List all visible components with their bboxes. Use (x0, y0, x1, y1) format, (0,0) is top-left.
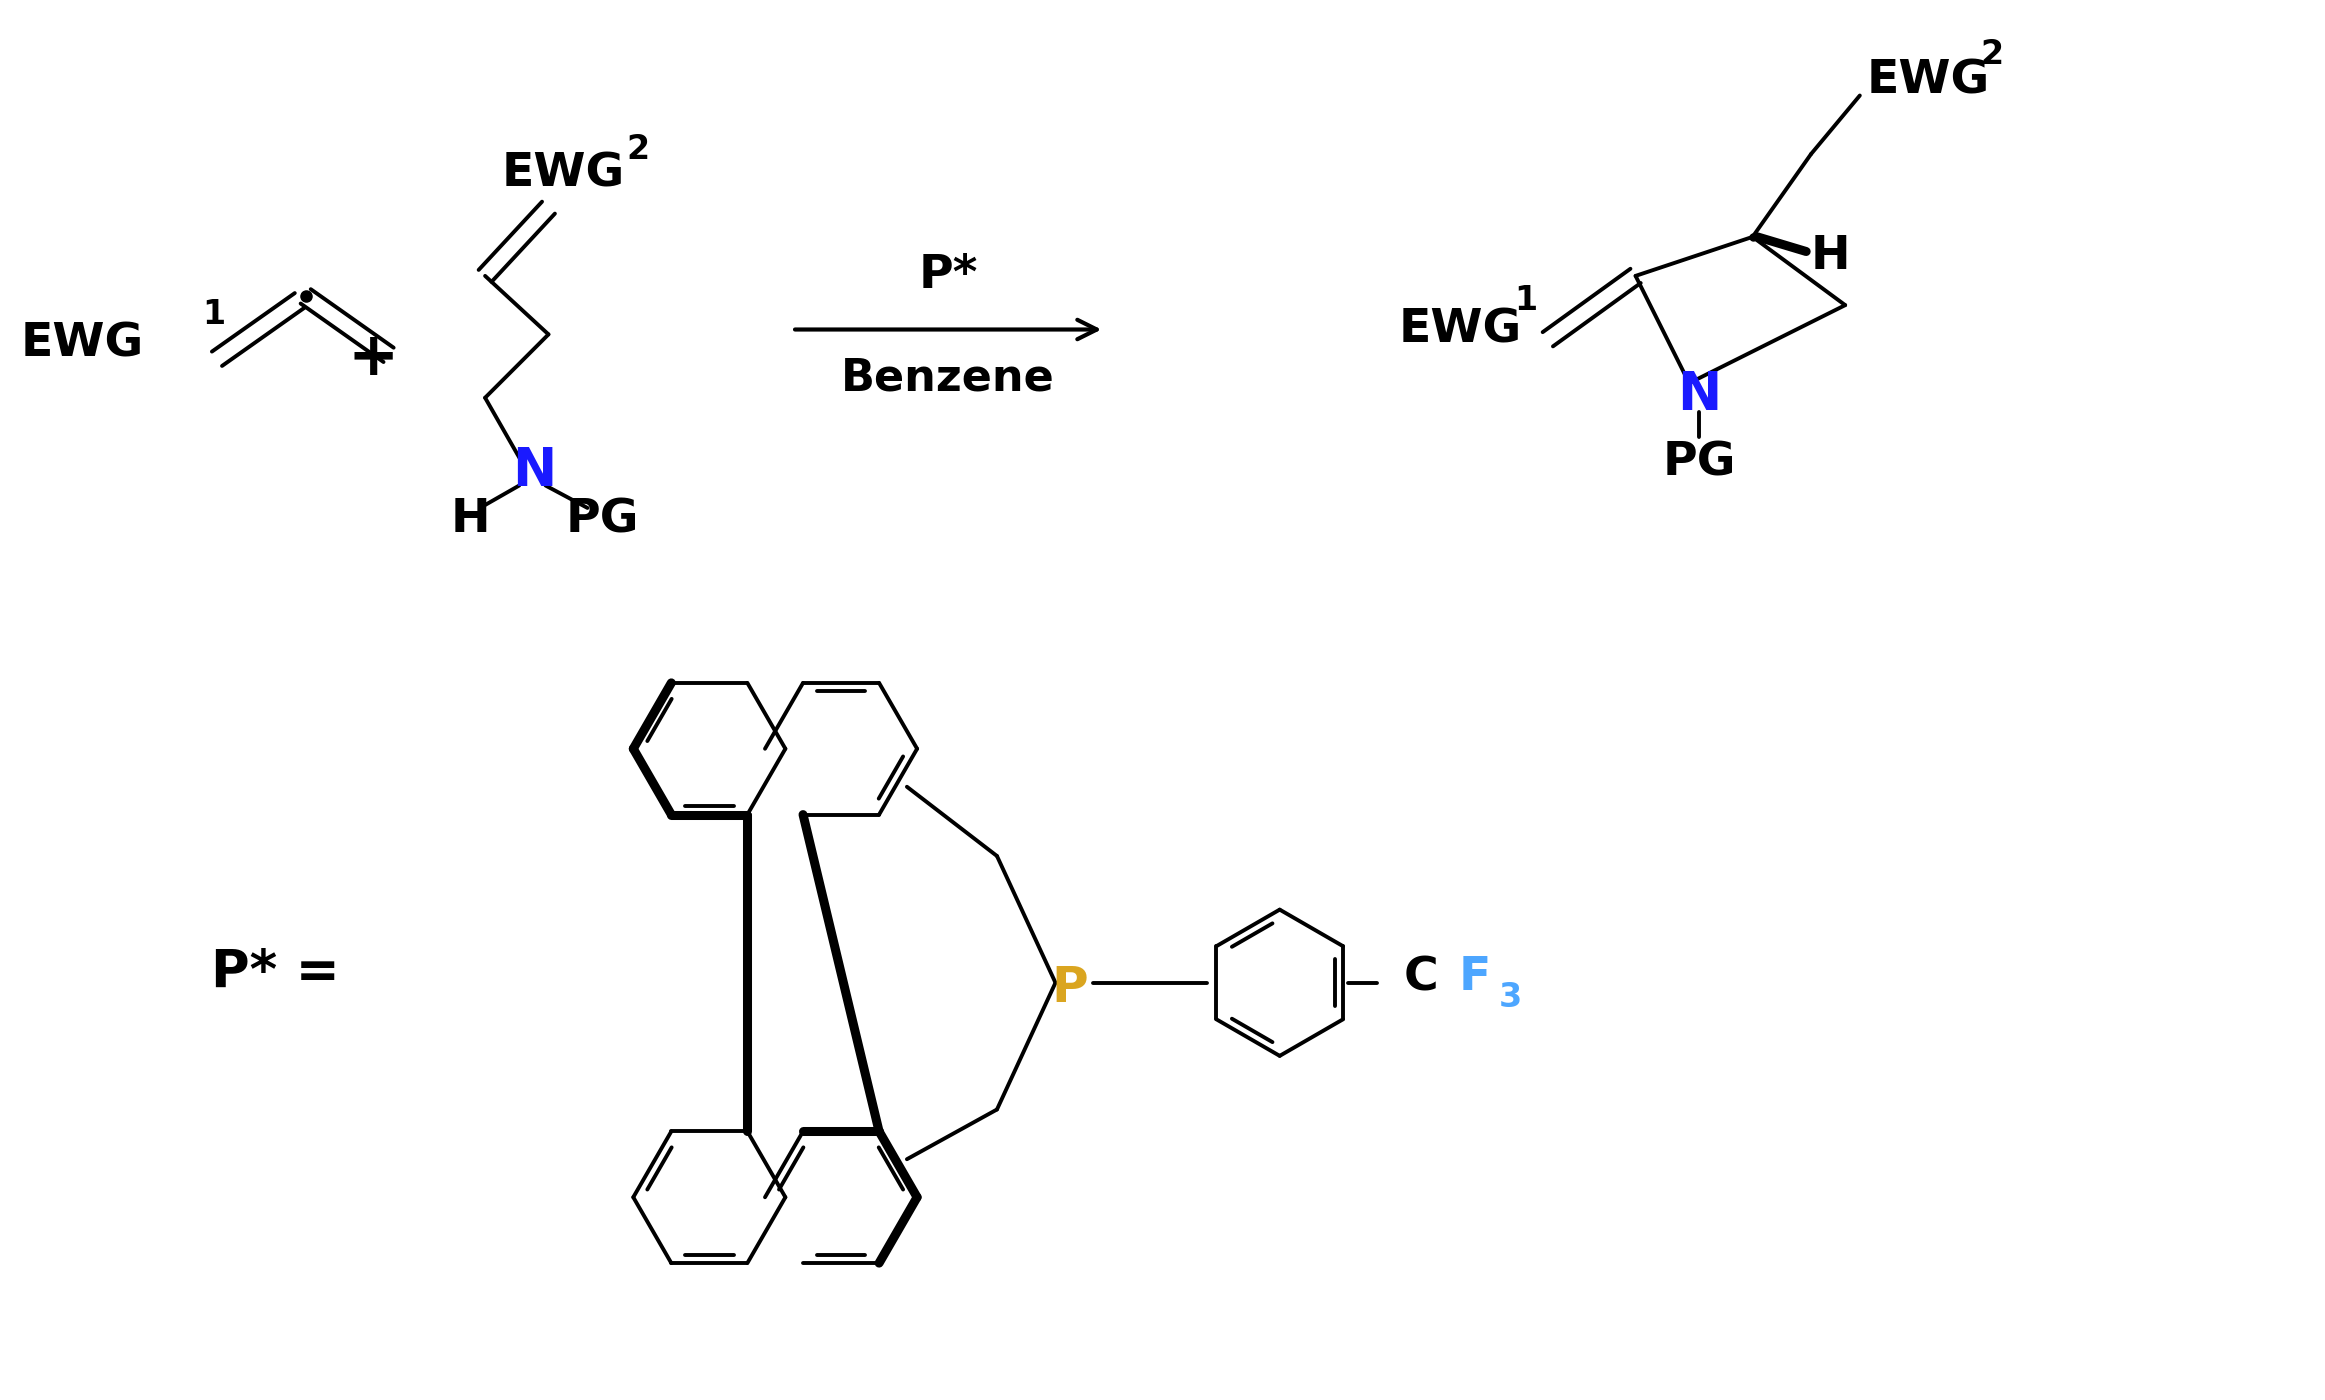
Text: H: H (451, 497, 491, 542)
Text: P* =: P* = (212, 946, 339, 1000)
Text: +: + (346, 329, 398, 388)
Text: P*: P* (918, 253, 979, 298)
Text: PG: PG (565, 497, 639, 542)
Text: 1: 1 (1514, 284, 1537, 316)
Text: N: N (1676, 368, 1720, 421)
Text: N: N (512, 445, 556, 497)
Text: C: C (1404, 955, 1439, 1001)
Text: EWG: EWG (502, 151, 625, 196)
Text: Benzene: Benzene (842, 357, 1056, 400)
Text: 1: 1 (202, 298, 226, 332)
Text: PG: PG (1662, 441, 1737, 486)
Text: H: H (1811, 234, 1851, 279)
Text: 2: 2 (625, 133, 649, 165)
Text: F: F (1458, 955, 1490, 1001)
Text: 3: 3 (1500, 981, 1523, 1014)
Text: P: P (1051, 963, 1088, 1012)
Text: EWG: EWG (1397, 307, 1521, 351)
Text: EWG: EWG (21, 322, 144, 367)
Text: EWG: EWG (1867, 59, 1990, 104)
Text: 2: 2 (1981, 38, 2004, 71)
